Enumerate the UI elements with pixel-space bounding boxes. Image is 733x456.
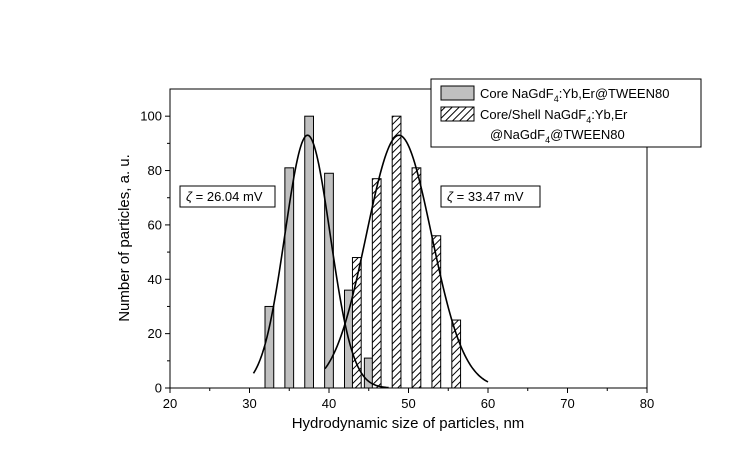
x-axis-ticks: 20 30 40 50 60 70 80 — [163, 388, 654, 411]
legend-label-shell-line2: @NaGdF4@TWEEN80 — [490, 127, 625, 145]
zeta-symbol: ζ — [186, 189, 193, 204]
svg-text:ζ = 33.47 mV: ζ = 33.47 mV — [447, 189, 524, 204]
x-tick-label: 70 — [560, 396, 574, 411]
legend-label-shell-line1: Core/Shell NaGdF4:Yb,Er — [480, 107, 628, 125]
svg-text:ζ = 26.04 mV: ζ = 26.04 mV — [186, 189, 263, 204]
y-tick-label: 0 — [155, 381, 162, 396]
x-tick-label: 30 — [242, 396, 256, 411]
y-axis-label: Number of particles, a. u. — [116, 154, 133, 322]
x-axis-label: Hydrodynamic size of particles, nm — [292, 415, 525, 432]
bar-core-0 — [264, 305, 275, 389]
legend-frame — [430, 78, 702, 148]
y-tick-label: 20 — [148, 326, 162, 341]
zeta-annotation-shell: ζ = 33.47 mV — [440, 185, 541, 208]
y-tick-label: 40 — [148, 272, 162, 287]
legend-swatch-core — [440, 85, 475, 101]
zeta-value-shell: = 33.47 mV — [453, 189, 524, 204]
legend-label-core: Core NaGdF4:Yb,Er@TWEEN80 — [480, 86, 669, 104]
zeta-value-core: = 26.04 mV — [192, 189, 263, 204]
fit-curve-core — [252, 134, 389, 389]
x-tick-label: 20 — [163, 396, 177, 411]
fit-curves — [252, 134, 489, 389]
bar-shell-3 — [411, 167, 422, 389]
zeta-symbol: ζ — [447, 189, 454, 204]
y-tick-label: 80 — [148, 163, 162, 178]
x-tick-label: 40 — [322, 396, 336, 411]
fit-curve-shell — [324, 134, 489, 383]
legend: Core NaGdF4:Yb,Er@TWEEN80 Core/Shell NaG… — [430, 78, 702, 148]
bar-core-2 — [304, 115, 314, 389]
bars-layer — [264, 115, 462, 389]
bar-shell-5 — [451, 319, 462, 389]
y-tick-label: 100 — [140, 109, 162, 124]
y-axis-ticks: 0 20 40 60 80 100 — [140, 109, 170, 396]
x-tick-label: 80 — [640, 396, 654, 411]
bar-shell-2 — [391, 115, 402, 389]
legend-swatch-shell — [440, 106, 475, 122]
y-tick-label: 60 — [148, 217, 162, 232]
x-tick-label: 50 — [401, 396, 415, 411]
x-tick-label: 60 — [481, 396, 495, 411]
zeta-annotation-core: ζ = 26.04 mV — [179, 185, 276, 208]
bar-shell-1 — [371, 178, 382, 389]
